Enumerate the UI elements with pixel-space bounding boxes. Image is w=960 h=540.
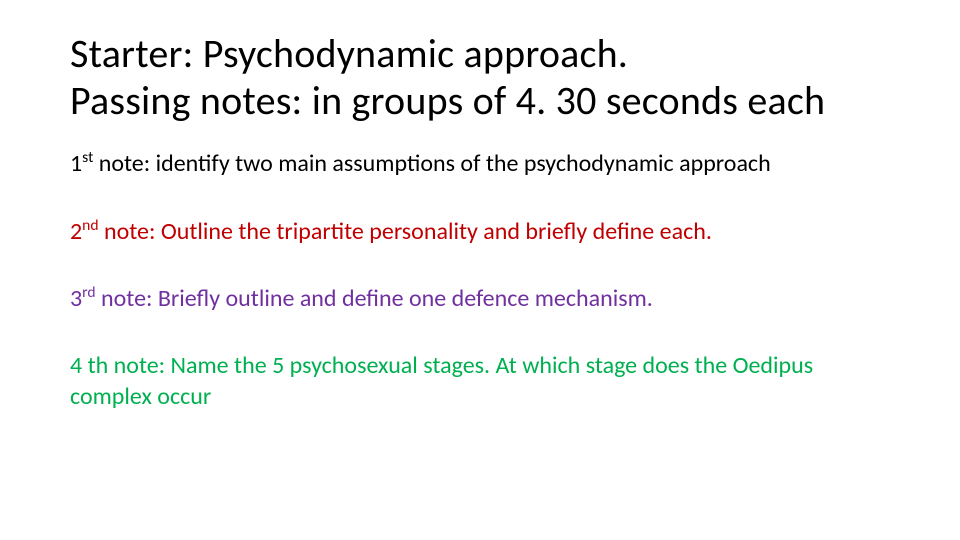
slide-title: Starter: Psychodynamic approach. Passing… bbox=[70, 30, 900, 124]
note-2: 2nd note: Outline the tripartite persona… bbox=[70, 216, 900, 247]
note-ordinal-label: note: bbox=[108, 351, 165, 380]
note-ordinal-num: 4 th bbox=[70, 351, 108, 380]
title-line-1: Starter: Psychodynamic approach. bbox=[70, 29, 628, 78]
title-line-2: Passing notes: in groups of 4. 30 second… bbox=[70, 76, 825, 125]
note-text: Briefly outline and define one defence m… bbox=[152, 284, 652, 313]
note-4: 4 th note: Name the 5 psychosexual stage… bbox=[70, 350, 900, 412]
slide: Starter: Psychodynamic approach. Passing… bbox=[0, 0, 960, 540]
note-ordinal-num: 3 bbox=[70, 284, 82, 313]
note-text: Outline the tripartite personality and b… bbox=[155, 217, 712, 246]
note-1: 1st note: identify two main assumptions … bbox=[70, 148, 900, 179]
note-ordinal: 4 th note: bbox=[70, 351, 165, 380]
note-ordinal-sup: rd bbox=[82, 283, 95, 302]
note-ordinal-label: note: bbox=[99, 217, 156, 246]
note-text: Name the 5 psychosexual stages. At which… bbox=[70, 351, 813, 411]
note-ordinal: 2nd note: bbox=[70, 217, 155, 246]
note-text: identify two main assumptions of the psy… bbox=[150, 149, 771, 178]
note-ordinal: 1st note: bbox=[70, 149, 150, 178]
note-ordinal-num: 1 bbox=[70, 149, 82, 178]
note-ordinal-num: 2 bbox=[70, 217, 82, 246]
note-ordinal-label: note: bbox=[96, 284, 153, 313]
note-ordinal: 3rd note: bbox=[70, 284, 152, 313]
note-ordinal-sup: nd bbox=[82, 216, 98, 235]
note-ordinal-label: note: bbox=[93, 149, 150, 178]
note-ordinal-sup: st bbox=[82, 148, 93, 167]
note-3: 3rd note: Briefly outline and define one… bbox=[70, 283, 900, 314]
